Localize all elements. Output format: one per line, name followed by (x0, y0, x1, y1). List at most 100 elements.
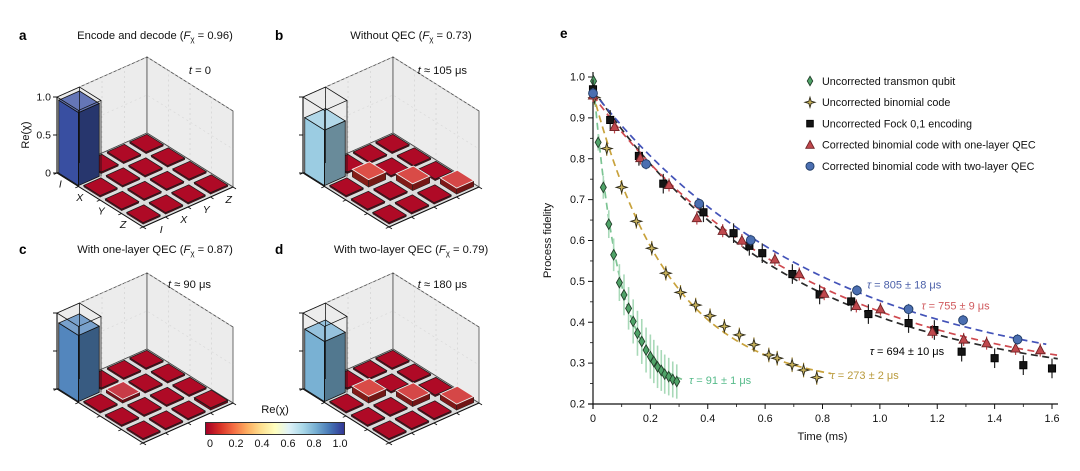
panel-d-title-fsymbol: F (438, 244, 446, 256)
data-marker-star4 (796, 362, 811, 378)
colorbar-tick: 0.2 (228, 438, 244, 450)
data-marker-diamond (594, 136, 602, 149)
tile-top (371, 420, 408, 440)
data-marker-star4 (673, 285, 688, 300)
tile-top (371, 204, 408, 224)
time-symbol: t (417, 65, 421, 77)
panel-c-title-fsymbol: F (183, 244, 191, 256)
panel-d: d With two-layer QEC (Fχ = 0.79) t ≈ 180… (271, 240, 537, 471)
colorbar-gradient (205, 422, 345, 435)
time-value: = 0 (192, 65, 211, 77)
data-marker-star4 (784, 357, 800, 372)
axis-tick (118, 213, 122, 216)
scene-c (53, 272, 237, 446)
panel-d-3d-bar-chart (299, 272, 483, 446)
z-tick-label: 1.0 (36, 92, 51, 104)
tile-top (394, 194, 430, 214)
axis-tick (411, 216, 415, 220)
panel-a-title: Encode and decode (Fχ = 0.96) (43, 30, 267, 44)
data-marker-diamond (599, 181, 607, 194)
series-4 (588, 88, 1023, 345)
colorbar-label: Re(χ) (261, 404, 289, 416)
data-marker-triangle (769, 253, 781, 264)
wall-gridline (56, 272, 234, 328)
data-marker-square (758, 249, 767, 258)
x-tick-label: 0.6 (758, 413, 773, 425)
panel-c-3d-bar-chart (53, 272, 237, 446)
tile-top (149, 170, 185, 190)
tile-top (193, 389, 229, 409)
data-marker-triangle (1010, 342, 1021, 353)
tile-top (104, 406, 140, 426)
panel-d-title-pre: With two-layer QEC ( (333, 244, 439, 256)
panel-c-title-chi: χ (190, 249, 195, 259)
x-tick-label: 0.2 (643, 413, 658, 425)
tile-top (374, 349, 411, 369)
panel-label-b: b (275, 28, 284, 43)
data-marker-triangle (609, 121, 620, 132)
tile-top (126, 180, 163, 200)
tile-top (193, 174, 229, 194)
panel-a-3d-bar-chart: 0 0.5 1.0 Re(χ) I I X X Y Y Z Z (20, 56, 237, 236)
tile-top (350, 190, 386, 210)
panel-label-a: a (19, 28, 27, 43)
panel-d-title-chi: χ (445, 249, 450, 259)
legend-label: Uncorrected Fock 0,1 encoding (822, 118, 972, 130)
wall-gridline (56, 310, 234, 366)
data-marker-triangle (805, 139, 815, 149)
data-marker-square (729, 229, 738, 238)
data-marker-square (699, 208, 708, 217)
data-marker-triangle (927, 325, 938, 336)
x-tick-label: 1.6 (1044, 413, 1059, 425)
data-marker-diamond (806, 75, 814, 87)
scene-b (299, 56, 483, 230)
data-marker-star4 (599, 141, 614, 156)
tile-top (416, 184, 453, 204)
panel-a-title-post: = 0.96) (194, 30, 233, 42)
axis-tick (342, 199, 347, 202)
data-marker-star4 (644, 241, 659, 256)
y-tick-label: 0.9 (570, 112, 585, 124)
tau-annotation-0: τ = 91 ± 1 μs (689, 375, 752, 387)
x-tick-label: 1.4 (987, 413, 1002, 425)
panel-d-title: With two-layer QEC (Fχ = 0.79) (299, 244, 523, 258)
tau-annotation-4: τ = 805 ± 18 μs (867, 279, 942, 291)
x-tick-label: 1.2 (930, 413, 945, 425)
basis-label-right: Z (225, 194, 233, 206)
basis-label-left: Y (98, 205, 106, 217)
panel-b-title-post: = 0.73) (433, 30, 472, 42)
panel-a-time-annotation: t = 0 (189, 65, 211, 77)
data-marker-diamond (673, 375, 681, 388)
axis-tick (75, 186, 79, 189)
data-marker-triangle (1034, 344, 1046, 355)
data-marker-triangle (793, 268, 805, 279)
wireframe-top (56, 86, 102, 111)
axis-tick (478, 186, 483, 190)
axis-tick (118, 429, 122, 432)
axis-tick (388, 226, 393, 230)
panel-a-title-chi: χ (190, 35, 195, 45)
axis-tick (187, 422, 192, 426)
fit-curve-4 (592, 90, 1047, 346)
colorbar-tick: 1.0 (332, 438, 348, 450)
tile-top (150, 363, 186, 383)
tile-top (106, 143, 142, 163)
fit-dashed-line (592, 94, 1058, 357)
process-fidelity-chart: 0 0.2 0.4 0.6 0.8 1.0 1.2 1.4 1.6 0.2 0.3 0.4 0.5 0.6… (542, 72, 1060, 443)
data-marker-circle (745, 235, 756, 245)
basis-label-right: I (160, 224, 163, 236)
panel-b-title: Without QEC (Fχ = 0.73) (299, 30, 523, 44)
tile-top (104, 190, 140, 210)
tile-top (374, 133, 411, 153)
panel-label-e: e (560, 26, 568, 41)
data-marker-circle (1012, 334, 1023, 345)
data-marker-circle (694, 198, 704, 209)
colorbar-tick: 0.6 (280, 438, 296, 450)
axis-tick (385, 226, 390, 229)
axis-tick (411, 432, 415, 436)
axis-tick (364, 429, 368, 432)
fit-curve-3 (592, 94, 1058, 357)
time-value: ≈ 180 μs (420, 279, 467, 291)
data-marker-diamond (633, 327, 641, 340)
wireframe-top (302, 302, 348, 327)
